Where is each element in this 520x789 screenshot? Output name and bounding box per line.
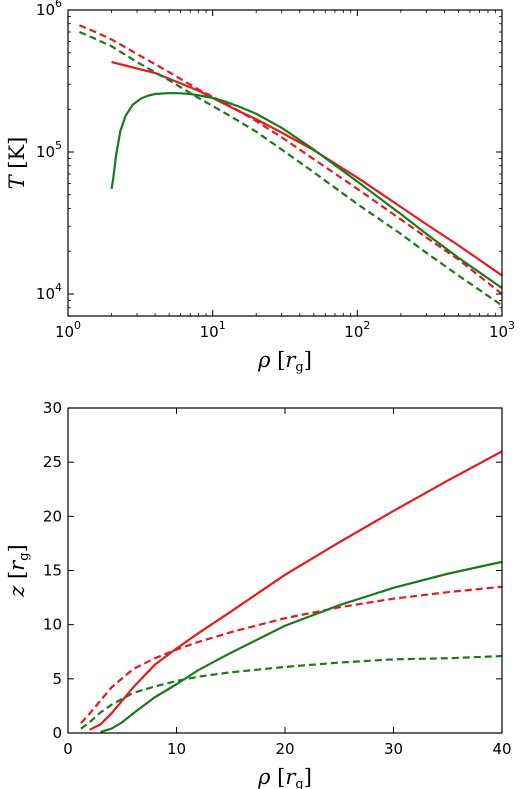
x-tick-label: 100: [55, 319, 81, 341]
temperature-series-red-dashed: [79, 24, 502, 295]
height-series-group: [80, 450, 502, 733]
x-tick-label: 102: [344, 319, 370, 341]
x-tick-label: 10: [167, 740, 186, 758]
temperature-series-green-dashed: [79, 30, 502, 307]
temperature-y-axis-label: T [K]: [5, 137, 29, 190]
height-plot-frame: [67, 407, 503, 734]
temperature-x-axis-label: ρ [rg]: [257, 348, 312, 375]
y-tick-label: 25: [43, 453, 62, 471]
x-tick-label: 0: [63, 740, 73, 758]
height-series-green-dashed: [80, 654, 502, 730]
y-tick-label: 106: [36, 0, 62, 19]
height-x-axis-label: ρ [rg]: [257, 765, 312, 789]
temperature-series-group: [79, 24, 502, 307]
temperature-series-green-solid: [110, 91, 502, 290]
x-tick-label: 103: [489, 319, 515, 341]
temperature-plot-frame: [67, 9, 503, 317]
y-tick-label: 15: [43, 562, 62, 580]
y-tick-label: 105: [36, 139, 62, 161]
x-tick-label: 40: [492, 740, 511, 758]
y-tick-label: 10: [43, 616, 62, 634]
y-tick-label: 30: [43, 399, 62, 417]
height-panel: 0 10 20 30 40 0 5 10 15 20 25 30 ρ [rg] z [rg]: [5, 399, 512, 789]
temperature-panel: 100 101 102 103 104 105 106 ρ [rg] T [K]: [5, 0, 515, 375]
y-tick-label: 0: [52, 724, 62, 742]
y-tick-label: 104: [36, 281, 62, 303]
height-series-green-solid: [100, 560, 502, 733]
y-tick-label: 5: [52, 670, 62, 688]
height-series-red-dashed: [80, 585, 502, 724]
height-y-axis-label: z [rg]: [5, 544, 32, 598]
height-series-red-solid: [89, 450, 502, 731]
y-tick-label: 20: [43, 507, 62, 525]
x-tick-label: 101: [200, 319, 226, 341]
x-tick-label: 20: [275, 740, 294, 758]
x-tick-label: 30: [384, 740, 403, 758]
